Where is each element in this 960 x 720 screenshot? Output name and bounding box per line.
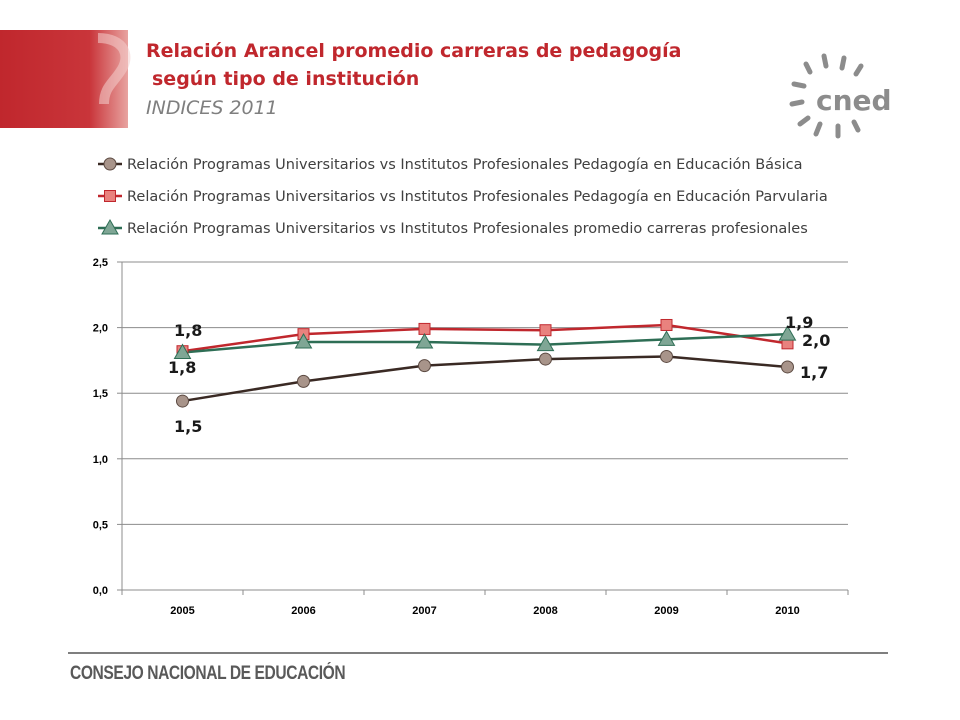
series-3-point <box>294 333 313 349</box>
footer-divider <box>68 652 888 654</box>
data-label: 1,9 <box>785 313 813 332</box>
series-1-point <box>539 352 552 366</box>
page-subtitle: INDICES 2011 <box>146 97 278 119</box>
legend-marker-icon <box>104 190 116 202</box>
y-tick-label: 2,0 <box>93 323 108 335</box>
y-tick-label: 0,5 <box>93 519 108 531</box>
logo-text: cned <box>816 84 892 117</box>
series-2-point <box>418 322 431 335</box>
x-tick-label: 2008 <box>533 605 557 617</box>
series-3-point <box>173 343 192 360</box>
chart-data-labels: 1,8 1,8 1,5 1,92,0 1,7 <box>168 313 830 436</box>
y-tick-label: 1,5 <box>93 388 108 400</box>
x-tick-label: 2006 <box>291 605 315 617</box>
series-1-point <box>781 360 794 374</box>
series-3-point <box>778 325 797 341</box>
series-line-2 <box>182 323 788 353</box>
logo-rays-icon <box>789 53 864 139</box>
legend-marker-icon <box>101 218 119 235</box>
series-line-3 <box>182 332 788 354</box>
data-label: 1,7 <box>800 363 828 382</box>
x-tick-label: 2005 <box>170 605 194 617</box>
series-1-point <box>660 349 673 363</box>
data-label: 1,8 <box>174 321 202 340</box>
chart-axes: 0,0 0,5 1,0 1,5 2,0 2,5 2005 2006 2007 2008 2009 20… <box>93 257 849 617</box>
series-2-point <box>539 324 552 337</box>
data-label: 1,5 <box>174 417 202 436</box>
series-3-point <box>415 333 434 349</box>
y-tick-label: 0,0 <box>93 585 108 597</box>
x-tick-label: 2010 <box>775 605 799 617</box>
header-decoration <box>0 30 131 128</box>
legend-entry-3: Relación Programas Universitarios vs Ins… <box>127 221 808 237</box>
legend-entry-1: Relación Programas Universitarios vs Ins… <box>127 157 803 173</box>
series-2-point <box>660 318 673 331</box>
series-1-point <box>176 394 189 408</box>
data-label: 2,0 <box>802 331 830 350</box>
x-tick-label: 2007 <box>412 605 436 617</box>
series-line-1 <box>182 355 788 403</box>
y-tick-label: 1,0 <box>93 454 108 466</box>
footer-text: CONSEJO NACIONAL DE EDUCACIÓN <box>70 663 346 684</box>
page-title-line2: según tipo de institución <box>152 68 420 90</box>
series-1-point <box>418 359 431 373</box>
legend-entry-2: Relación Programas Universitarios vs Ins… <box>127 189 828 205</box>
y-tick-label: 2,5 <box>93 257 108 269</box>
series-1-point <box>297 374 310 388</box>
chart-legend: Relación Programas Universitarios vs Ins… <box>98 157 828 237</box>
series-3-point <box>536 335 555 352</box>
x-tick-label: 2009 <box>654 605 678 617</box>
cned-logo: cned <box>789 53 892 139</box>
chart-series <box>173 318 797 408</box>
line-chart: Relación Programas Universitarios vs Ins… <box>93 157 849 617</box>
legend-marker-icon <box>103 157 117 171</box>
chart-grid <box>122 261 848 591</box>
page-title-line1: Relación Arancel promedio carreras de pe… <box>146 40 682 62</box>
data-label: 1,8 <box>168 358 196 377</box>
series-3-point <box>657 330 676 346</box>
